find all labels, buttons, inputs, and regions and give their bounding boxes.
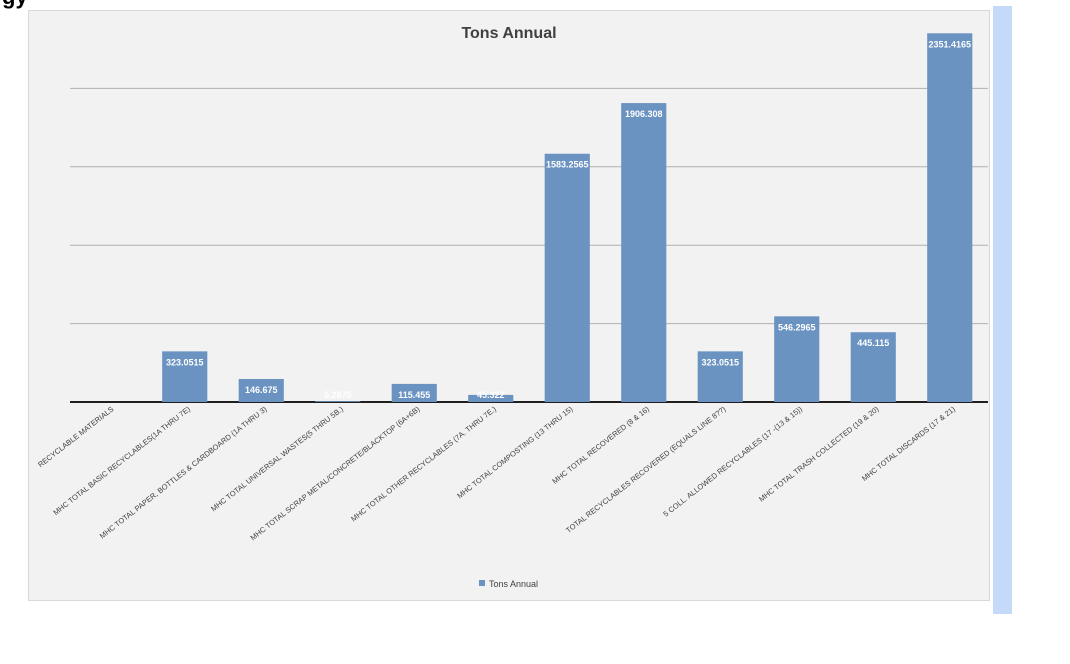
data-label: 1583.2565 [546,160,589,170]
legend-label: Tons Annual [489,579,538,589]
category-tick-label: RECYCLABLE MATERIALS [36,404,115,469]
bar [162,351,208,402]
bar [315,401,361,402]
data-label: 323.0515 [701,357,739,367]
data-label: 5.2875 [324,390,352,400]
bar [697,351,743,402]
bar [774,316,820,402]
data-label: 546.2965 [778,322,816,332]
category-tick-label: MHC TOTAL UNIVERSAL WASTES(5 THRU 5B.) [209,404,345,513]
category-tick-label: MHC TOTAL PAPER, BOTTLES & CARDBOARD (1A… [98,404,269,540]
cropped-heading-text: gy [2,0,26,10]
bars [162,33,973,403]
gridlines [70,87,988,403]
cropped-heading-fragment: gy [0,0,26,24]
bar [544,153,590,402]
chart-title: Tons Annual [461,25,556,42]
category-tick-label: MHC TOTAL OTHER RECYCLABLES (7A. THRU 7E… [349,404,498,523]
category-tick-label: TOTAL RECYCLABLES RECOVERED (EQUALS LINE… [564,404,728,535]
scrollbar-track[interactable] [993,6,1012,614]
data-label: 2351.4165 [928,39,971,49]
bar [850,332,896,402]
data-labels: 323.0515 146.675 5.2875 115.455 45.322 1583.2… [166,39,971,400]
data-label: 45.322 [477,390,505,400]
data-label: 1906.308 [625,109,663,119]
bar [468,394,514,402]
data-label: 146.675 [245,385,278,395]
bar [621,103,667,402]
chart-area [28,10,990,601]
legend: Tons Annual [479,579,538,589]
category-tick-label: 5 COLL. ALLOWED RECYCLABLES (17 -(13 & 1… [661,404,804,518]
data-label: 115.455 [398,390,430,400]
category-tick-label: MHC TOTAL BASIC RECYCLABLES(1A THRU 7E) [51,404,192,517]
bar [238,379,284,402]
legend-swatch [479,580,485,586]
data-label: 323.0515 [166,357,204,367]
bar [391,383,437,402]
category-tick-label: MHC TOTAL SCRAP METAL/CONCRETE/BLACKTOP … [249,404,422,542]
data-label: 445.115 [857,338,889,348]
bar [927,33,973,403]
category-tick-label: MHC TOTAL TRASH COLLECTED (19 & 20) [757,404,881,504]
